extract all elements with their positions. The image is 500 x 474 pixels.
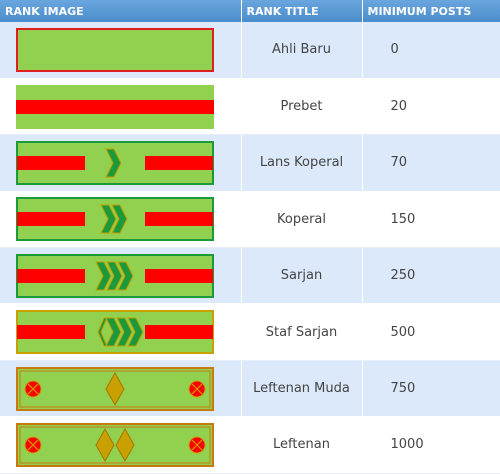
rank-badge-leftenan	[16, 422, 214, 467]
minimum-posts: 1000	[362, 416, 500, 474]
rank-image-cell	[0, 22, 242, 79]
rank-badge-ahli-baru	[16, 27, 214, 72]
rank-title: Leftenan Muda	[241, 360, 363, 418]
header-rank-title: RANK TITLE	[241, 0, 363, 22]
table-row: Leftenan 1000	[0, 416, 500, 474]
rank-badge-staf-sarjan	[16, 310, 214, 355]
rank-image-cell	[0, 360, 242, 418]
rank-image-cell	[0, 303, 242, 361]
rank-badge-koperal	[16, 197, 214, 242]
table-row: Lans Koperal 70	[0, 134, 500, 192]
rank-badge-lans-koperal	[16, 140, 214, 185]
rank-title: Lans Koperal	[241, 134, 363, 192]
minimum-posts: 20	[362, 78, 500, 136]
minimum-posts: 70	[362, 134, 500, 192]
rank-title: Koperal	[241, 191, 363, 249]
rank-badge-sarjan	[16, 253, 214, 298]
header-rank-image: RANK IMAGE	[0, 0, 242, 22]
rank-image-cell	[0, 247, 242, 305]
rank-image-cell	[0, 134, 242, 192]
rank-image-cell	[0, 78, 242, 136]
table-row: Staf Sarjan 500	[0, 303, 500, 361]
minimum-posts: 250	[362, 247, 500, 305]
rank-image-cell	[0, 191, 242, 249]
rank-title: Leftenan	[241, 416, 363, 474]
table-row: Ahli Baru 0	[0, 22, 500, 79]
table-row: Leftenan Muda 750	[0, 360, 500, 418]
table-row: Koperal 150	[0, 191, 500, 249]
table-row: Prebet 20	[0, 78, 500, 136]
minimum-posts: 0	[362, 22, 500, 79]
rank-title: Ahli Baru	[241, 22, 363, 79]
rank-image-cell	[0, 416, 242, 474]
rank-badge-leftenan-muda	[16, 366, 214, 411]
rank-title: Staf Sarjan	[241, 303, 363, 361]
table-header: RANK IMAGE RANK TITLE MINIMUM POSTS	[0, 0, 500, 22]
table-row: Sarjan 250	[0, 247, 500, 305]
rank-title: Prebet	[241, 78, 363, 136]
rank-badge-prebet	[16, 84, 214, 129]
minimum-posts: 500	[362, 303, 500, 361]
minimum-posts: 150	[362, 191, 500, 249]
minimum-posts: 750	[362, 360, 500, 418]
rank-title: Sarjan	[241, 247, 363, 305]
header-minimum-posts: MINIMUM POSTS	[362, 0, 500, 22]
